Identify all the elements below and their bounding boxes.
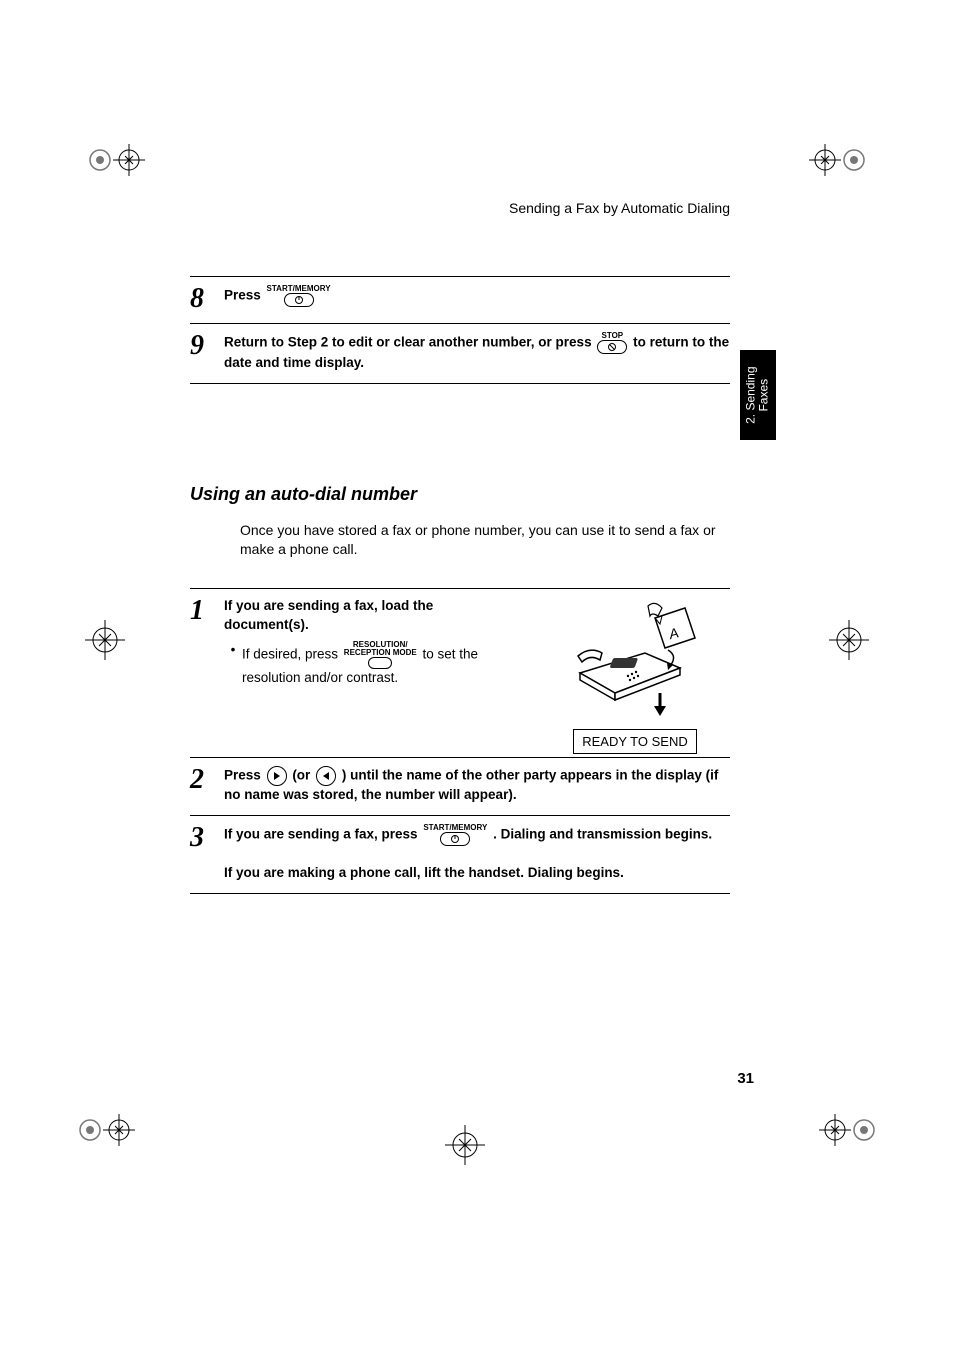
running-head: Sending a Fax by Automatic Dialing xyxy=(190,200,730,216)
crop-mark-icon xyxy=(809,610,869,670)
step-number: 2 xyxy=(190,766,224,794)
step-3-text-b: . Dialing and transmission begins. xyxy=(493,827,712,842)
step-8-text: Press xyxy=(224,288,265,303)
section-title: Using an auto-dial number xyxy=(190,484,730,505)
crop-mark-icon xyxy=(809,130,869,190)
step-3: 3 If you are sending a fax, press START/… xyxy=(190,816,730,894)
start-memory-key-icon: START/MEMORY xyxy=(267,285,331,307)
step-1-bullet-a: If desired, press xyxy=(242,646,342,661)
step-number: 8 xyxy=(190,285,224,313)
start-memory-key-icon: START/MEMORY xyxy=(423,824,487,846)
chapter-tab-line2: Faxes xyxy=(757,379,771,412)
crop-mark-icon xyxy=(85,130,145,190)
step-number: 3 xyxy=(190,824,224,852)
crop-mark-icon xyxy=(85,610,145,670)
display-text: READY TO SEND xyxy=(573,729,696,754)
step-3-text-a: If you are sending a fax, press xyxy=(224,827,421,842)
step-number: 9 xyxy=(190,332,224,360)
step-8: 8 Press START/MEMORY xyxy=(190,276,730,324)
stop-key-icon: STOP xyxy=(597,332,627,354)
step-2-text-a: Press xyxy=(224,768,265,783)
crop-mark-icon xyxy=(819,1100,879,1160)
crop-mark-icon xyxy=(435,1115,495,1175)
fax-illustration: A READY TO SEND xyxy=(545,598,725,754)
page-number: 31 xyxy=(737,1070,754,1087)
step-2: 2 Press (or ) until the name of the othe… xyxy=(190,758,730,816)
step-2-text-b: (or xyxy=(292,768,314,783)
crop-mark-icon xyxy=(75,1100,135,1160)
step-1-text: If you are sending a fax, load the docum… xyxy=(224,597,509,635)
resolution-key-icon: RESOLUTION/ RECEPTION MODE xyxy=(344,641,417,669)
page-content: Sending a Fax by Automatic Dialing 8 Pre… xyxy=(190,200,730,894)
step-9: 9 Return to Step 2 to edit or clear anot… xyxy=(190,324,730,384)
bullet-icon: • xyxy=(224,641,242,660)
step-3-text-c: If you are making a phone call, lift the… xyxy=(224,864,730,883)
chapter-tab: 2. Sending Faxes xyxy=(740,350,776,440)
intro-paragraph: Once you have stored a fax or phone numb… xyxy=(240,521,730,560)
right-arrow-icon xyxy=(267,766,287,786)
step-9-text-a: Return to Step 2 to edit or clear anothe… xyxy=(224,335,595,350)
left-arrow-icon xyxy=(316,766,336,786)
step-number: 1 xyxy=(190,597,224,625)
